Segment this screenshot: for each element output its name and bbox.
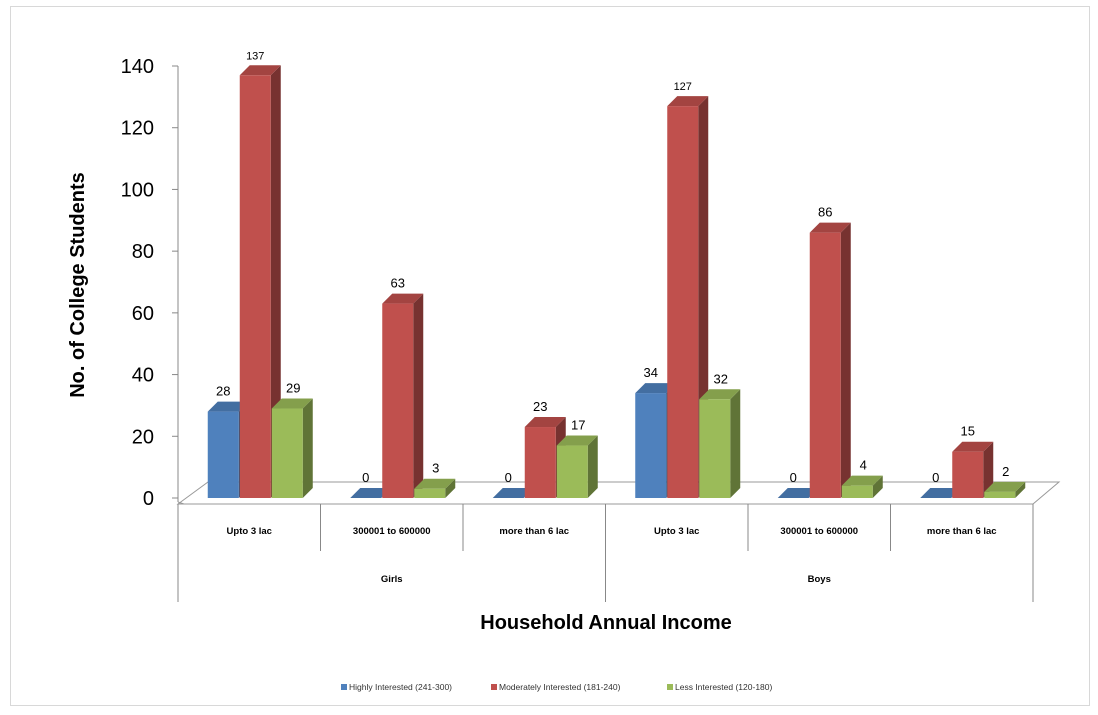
data-label: 86: [818, 205, 832, 220]
data-label: 34: [644, 365, 658, 380]
data-label: 0: [932, 470, 939, 485]
bar-side: [587, 435, 598, 498]
data-label: 63: [391, 276, 405, 291]
data-label: 0: [790, 470, 797, 485]
data-label: 28: [216, 384, 230, 399]
legend-item: Highly Interested (241-300): [349, 682, 452, 692]
y-tick-label: 60: [132, 303, 154, 325]
bar: [667, 106, 699, 498]
legend-item: Less Interested (120-180): [675, 682, 773, 692]
bar-top: [809, 222, 851, 233]
data-label: 4: [860, 458, 867, 473]
bar: [207, 411, 239, 498]
bar-top: [207, 401, 249, 412]
bar: [524, 427, 556, 498]
y-tick-label: 80: [132, 241, 154, 263]
group-label: Boys: [808, 574, 831, 585]
y-tick-label: 40: [132, 365, 154, 387]
x-axis-title: Household Annual Income: [480, 612, 732, 634]
bar-top: [952, 441, 994, 452]
bar-top: [699, 389, 741, 400]
bar-side: [983, 441, 994, 498]
bar-side: [872, 475, 883, 498]
y-tick-label: 0: [143, 488, 154, 510]
data-label: 29: [286, 381, 300, 396]
bar: [952, 451, 984, 498]
category-label: 300001 to 600000: [353, 526, 431, 537]
labels-layer: 28 137 29 0 63 3 0 23 17 34 127 32 0 86 4 0 15 2: [216, 50, 1009, 485]
category-label: more than 6 lac: [499, 526, 569, 537]
bar-side: [840, 222, 851, 498]
data-label: 127: [674, 81, 692, 93]
bar: [809, 232, 841, 498]
bar: [414, 488, 446, 498]
category-label: 300001 to 600000: [780, 526, 858, 537]
bar-side: [413, 293, 424, 498]
y-axis-title: No. of College Students: [67, 172, 89, 398]
bar: [841, 485, 873, 498]
y-tick-label: 140: [121, 56, 154, 78]
data-label: 0: [362, 470, 369, 485]
category-label: Upto 3 lac: [227, 526, 272, 537]
bars-layer: [207, 65, 1026, 498]
bar: [635, 393, 667, 498]
bar: [984, 491, 1016, 498]
group-label: Girls: [381, 574, 403, 585]
bar-side: [270, 65, 281, 498]
legend: Highly Interested (241-300) Moderately In…: [341, 682, 773, 692]
legend-swatch: [667, 684, 673, 690]
data-label: 23: [533, 399, 547, 414]
data-label: 2: [1002, 464, 1009, 479]
bar-top: [382, 293, 424, 304]
legend-item: Moderately Interested (181-240): [499, 682, 621, 692]
y-tick-label: 20: [132, 426, 154, 448]
legend-swatch: [491, 684, 497, 690]
y-tick-label: 120: [121, 118, 154, 140]
bar-top: [239, 65, 281, 76]
bar-side: [445, 478, 456, 498]
bar-top: [414, 478, 456, 489]
bar: [382, 303, 414, 498]
bar-top: [635, 383, 677, 394]
bar-top: [777, 488, 819, 498]
data-label: 137: [246, 50, 264, 62]
data-label: 0: [505, 470, 512, 485]
bar-top: [920, 488, 962, 498]
bar-side: [302, 398, 313, 498]
bar-side: [730, 389, 741, 498]
chart-frame: [10, 6, 1090, 706]
bar-top: [984, 481, 1026, 492]
bar-top: [667, 96, 709, 107]
bar-top: [524, 417, 566, 428]
data-label: 32: [714, 371, 728, 386]
data-label: 3: [432, 461, 439, 476]
bar-top: [556, 435, 598, 446]
bar: [271, 408, 303, 498]
bar-top: [271, 398, 313, 409]
bar-top: [841, 475, 883, 486]
data-label: 17: [571, 418, 585, 433]
bar-top: [492, 488, 534, 498]
bar-top: [350, 488, 392, 498]
bar: [556, 445, 588, 498]
bar: [699, 399, 731, 498]
bar: [239, 75, 271, 498]
y-tick-label: 100: [121, 179, 154, 201]
data-label: 15: [961, 424, 975, 439]
category-label: more than 6 lac: [927, 526, 997, 537]
bar-side: [1015, 481, 1026, 498]
category-label: Upto 3 lac: [654, 526, 699, 537]
legend-swatch: [341, 684, 347, 690]
